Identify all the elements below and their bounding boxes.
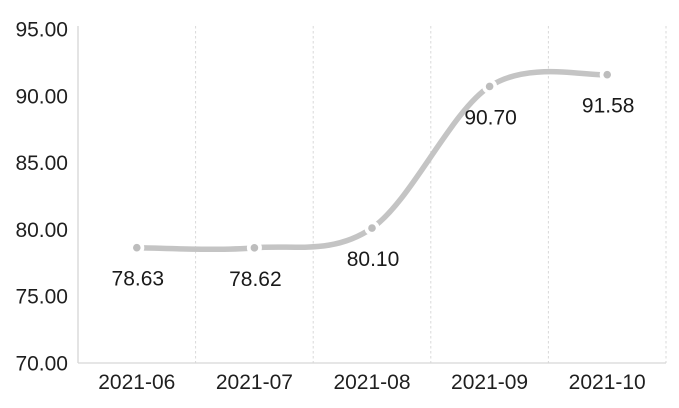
data-point-label: 80.10 xyxy=(347,248,400,271)
x-axis-tick-label: 2021-07 xyxy=(216,371,293,394)
data-point-marker xyxy=(133,243,141,252)
y-axis-tick-label: 70.00 xyxy=(15,353,68,376)
data-point-label: 78.63 xyxy=(112,268,165,291)
x-axis-tick-label: 2021-08 xyxy=(333,371,410,394)
y-axis-tick-label: 90.00 xyxy=(15,85,68,108)
data-point-marker xyxy=(485,82,494,91)
y-axis-tick-label: 95.00 xyxy=(15,19,68,42)
data-point-label: 91.58 xyxy=(582,95,635,118)
data-point-marker xyxy=(250,244,259,252)
x-axis-tick-label: 2021-09 xyxy=(451,371,528,394)
data-point-label: 90.70 xyxy=(464,106,517,129)
x-axis-tick-label: 2021-06 xyxy=(98,371,175,394)
x-axis-tick-label: 2021-10 xyxy=(569,371,646,394)
data-point-marker xyxy=(603,70,611,79)
data-point-label: 78.62 xyxy=(229,268,282,291)
data-point-marker xyxy=(368,224,376,232)
y-axis-tick-label: 85.00 xyxy=(15,152,68,175)
y-axis-tick-label: 75.00 xyxy=(15,286,68,309)
y-axis-tick-label: 80.00 xyxy=(15,219,68,242)
